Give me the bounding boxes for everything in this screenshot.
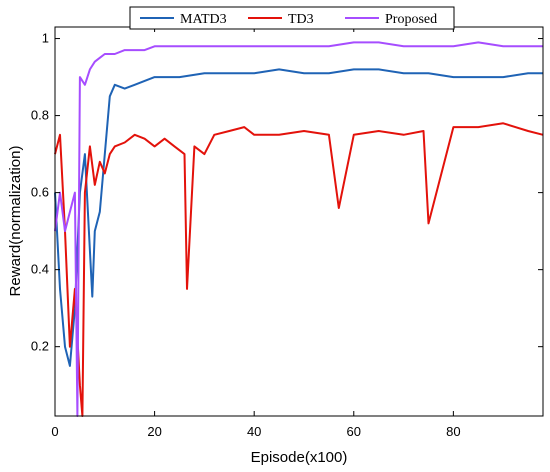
plot-area — [55, 27, 543, 416]
legend-label-proposed: Proposed — [385, 12, 437, 27]
y-axis-label: Reward(normalization) — [7, 146, 24, 297]
x-tick-label: 40 — [247, 424, 261, 439]
x-tick-label: 60 — [347, 424, 361, 439]
legend-label-matd3: MATD3 — [180, 12, 227, 27]
x-axis-label: Episode(x100) — [251, 449, 348, 466]
x-tick-label: 0 — [51, 424, 58, 439]
x-tick-label: 20 — [147, 424, 161, 439]
y-tick-label: 0.8 — [31, 108, 49, 123]
y-tick-label: 1 — [42, 31, 49, 46]
y-tick-label: 0.6 — [31, 185, 49, 200]
y-tick-label: 0.2 — [31, 339, 49, 354]
legend: MATD3 TD3 Proposed — [130, 7, 454, 29]
legend-label-td3: TD3 — [288, 12, 314, 27]
x-tick-label: 80 — [446, 424, 460, 439]
y-tick-label: 0.4 — [31, 262, 49, 277]
